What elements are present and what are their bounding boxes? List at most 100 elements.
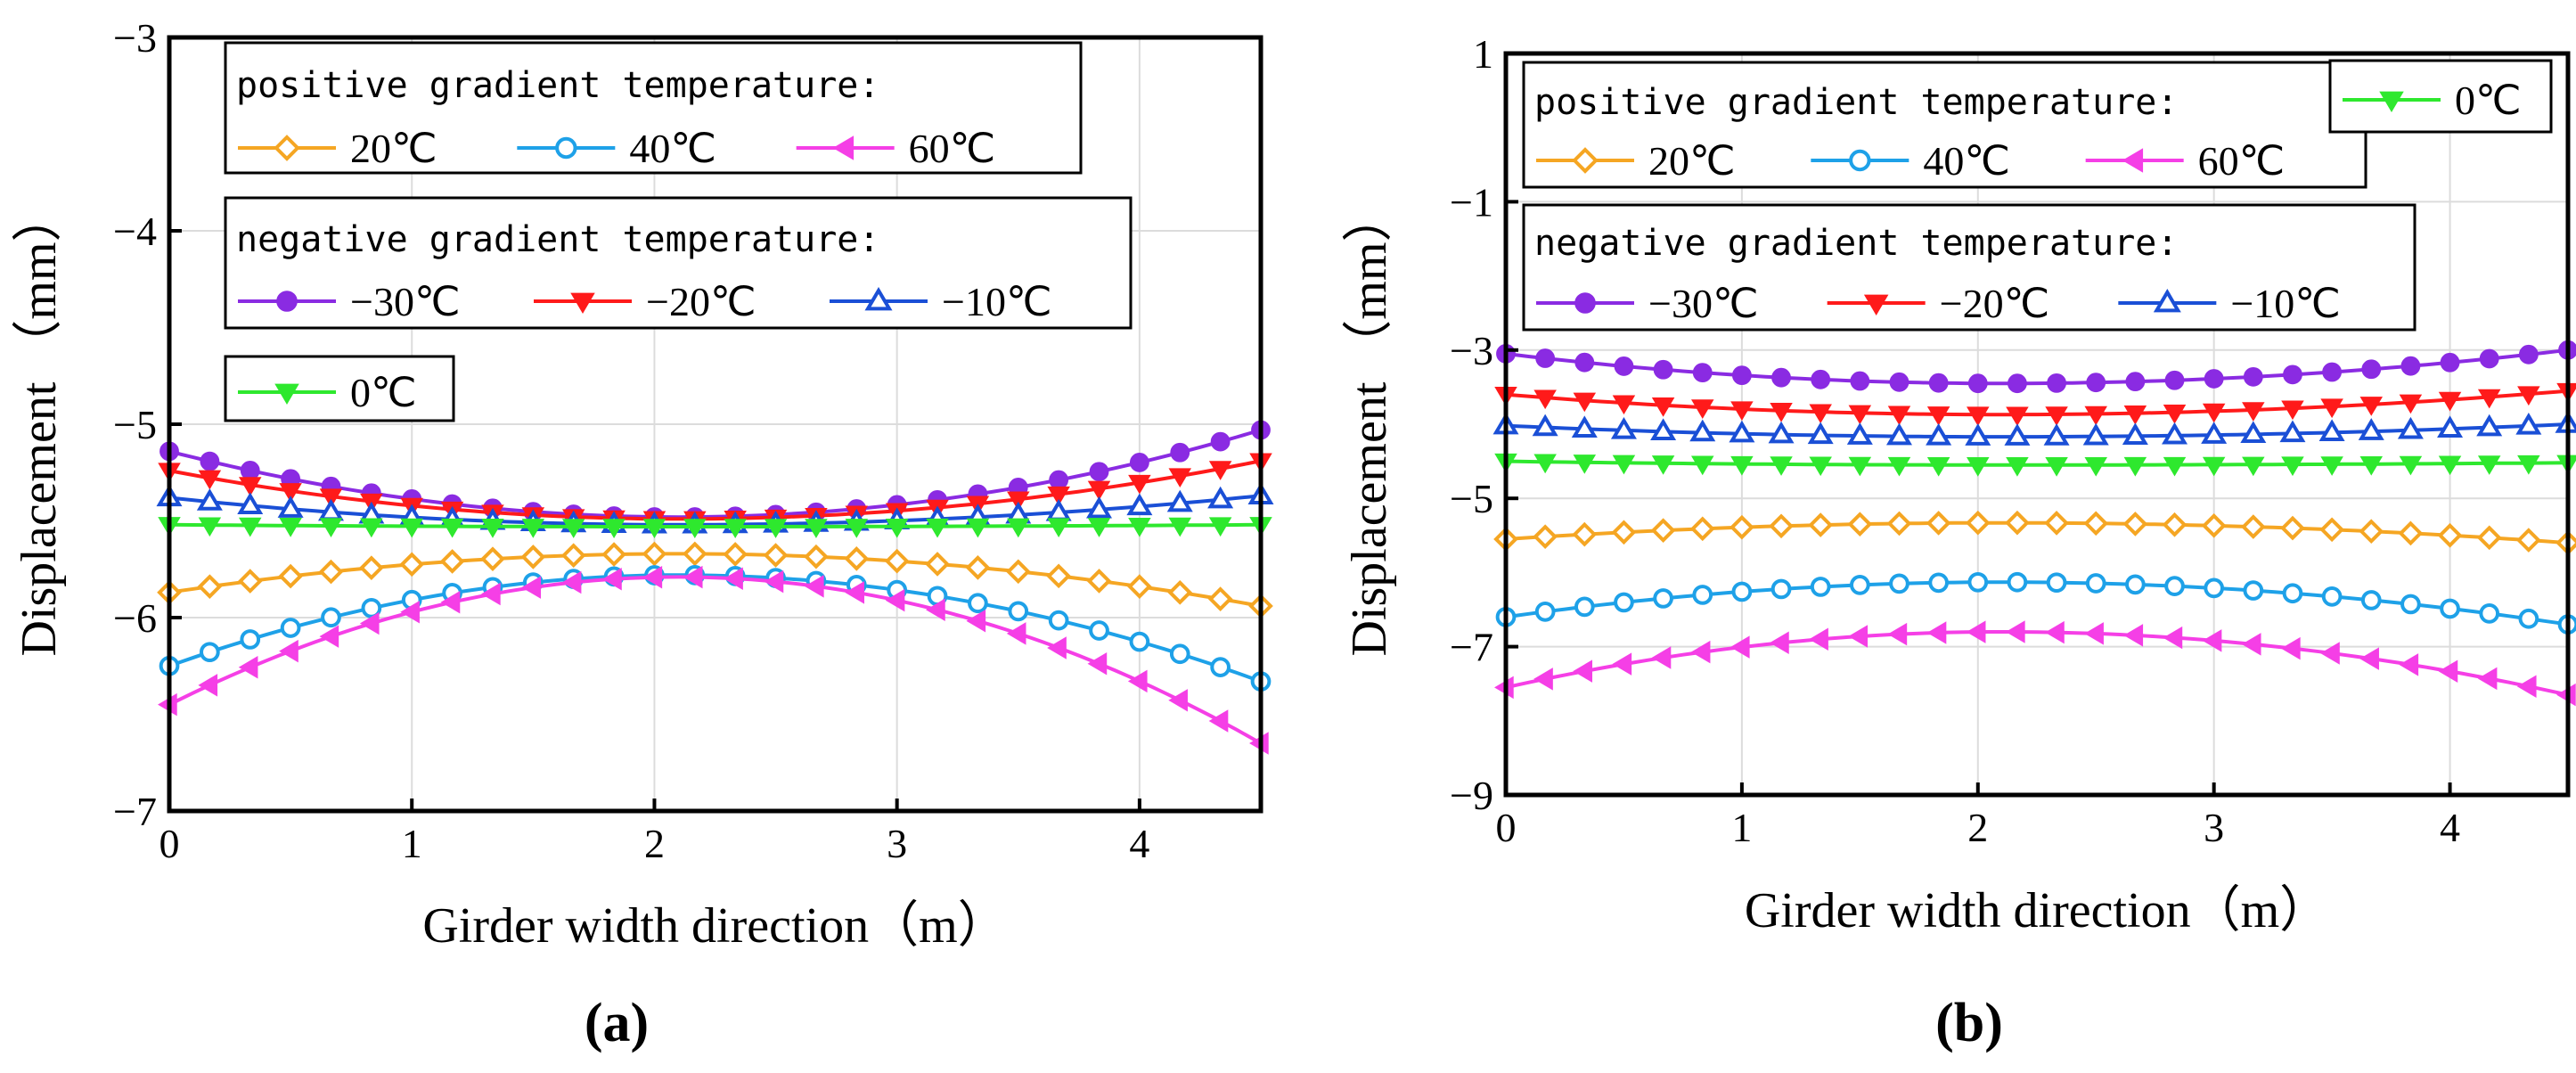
data-point — [1885, 422, 1912, 446]
legend-frame — [224, 196, 1133, 330]
data-point — [2084, 405, 2107, 426]
data-point — [602, 567, 622, 591]
data-point — [1129, 453, 1149, 472]
data-point — [520, 545, 546, 569]
y-tick-label: −3 — [1450, 328, 1493, 373]
data-point — [1850, 371, 1870, 391]
data-point — [1651, 397, 1675, 417]
series-line — [168, 522, 1262, 528]
data-point — [926, 518, 949, 538]
data-point — [1653, 359, 1673, 380]
data-point — [321, 607, 341, 628]
data-point — [1926, 422, 1952, 446]
data-point — [1168, 689, 1188, 712]
chart-panel-1: 0 1 2 3 4 −7 −6 −5 −4 −3 Girder width direction（m）… — [12, 15, 1274, 1053]
data-point — [1612, 395, 1636, 415]
legend-entry-label: 40℃ — [1923, 138, 2010, 184]
series-line — [1505, 389, 2569, 417]
data-point — [2319, 517, 2344, 543]
data-point — [1808, 512, 1834, 537]
series-0℃ — [1494, 453, 2576, 477]
data-point — [925, 552, 950, 577]
data-point — [2163, 456, 2187, 477]
data-point — [198, 674, 218, 697]
series-line — [168, 552, 1262, 608]
data-point — [2279, 420, 2306, 443]
data-point — [724, 567, 743, 590]
data-point — [1614, 592, 1634, 613]
series-40℃ — [1495, 571, 2576, 635]
legend-entry-label: −30℃ — [350, 279, 461, 324]
data-point — [2477, 455, 2501, 475]
data-point — [1926, 621, 1947, 644]
data-point — [1889, 573, 1910, 594]
data-point — [884, 548, 910, 574]
data-point — [2202, 403, 2226, 423]
data-point — [1768, 421, 1795, 444]
data-point — [440, 518, 464, 538]
data-point — [1689, 516, 1715, 542]
data-point — [601, 542, 626, 567]
legend-entry-label: 0℃ — [350, 370, 417, 415]
data-point — [965, 555, 991, 580]
series-line — [1505, 348, 2569, 386]
data-point — [1166, 489, 1193, 512]
y-tick-label: −7 — [113, 789, 157, 834]
data-point — [238, 517, 262, 537]
series-60℃ — [158, 565, 1269, 755]
x-tick-label: 0 — [1496, 805, 1517, 850]
data-point — [1089, 462, 1109, 482]
data-point — [319, 488, 343, 509]
data-point — [1008, 601, 1029, 622]
data-point — [1007, 491, 1030, 512]
data-point — [1086, 496, 1113, 519]
data-point — [279, 518, 302, 537]
data-point — [1086, 569, 1112, 594]
data-point — [521, 576, 542, 599]
data-point — [2204, 369, 2224, 389]
data-point — [2046, 572, 2067, 594]
data-point — [1967, 457, 1990, 477]
data-point — [238, 656, 258, 679]
legend-swatch-marker — [2122, 148, 2144, 173]
data-point — [683, 519, 707, 538]
data-point — [2007, 571, 2028, 593]
data-point — [2082, 422, 2109, 446]
data-point — [724, 519, 747, 538]
data-point — [2517, 455, 2540, 475]
data-point — [1573, 659, 1592, 683]
data-point — [2045, 457, 2068, 477]
series-−10℃ — [1492, 411, 2576, 446]
data-point — [240, 461, 260, 480]
data-point — [683, 565, 703, 589]
data-point — [2477, 667, 2498, 691]
legend-entry-label: 20℃ — [350, 126, 438, 171]
data-point — [1572, 521, 1598, 547]
data-point — [359, 611, 380, 635]
data-point — [2162, 512, 2188, 537]
data-point — [1965, 423, 1991, 446]
legend-title: positive gradient temperature: — [236, 65, 879, 106]
data-point — [1650, 418, 1677, 441]
data-point — [1168, 517, 1192, 537]
x-axis-label: Girder width direction（m） — [1745, 883, 2329, 938]
data-point — [200, 451, 220, 471]
legend-box: positive gradient temperature: 20℃ 40℃ 60℃ — [1522, 61, 2367, 189]
data-point — [1089, 620, 1109, 641]
legend-entry-label: −10℃ — [2230, 281, 2341, 326]
data-point — [966, 609, 986, 633]
data-point — [1207, 586, 1233, 611]
data-point — [2242, 456, 2265, 477]
data-point — [2125, 574, 2146, 595]
data-point — [279, 483, 302, 503]
legend-swatch-marker — [832, 135, 855, 160]
data-point — [2399, 394, 2423, 414]
data-point — [885, 588, 905, 612]
data-point — [2320, 642, 2340, 665]
data-point — [2320, 456, 2343, 476]
data-point — [1889, 372, 1910, 392]
data-point — [359, 555, 384, 581]
legend-box: negative gradient temperature: −30℃ −20℃ −1… — [224, 196, 1133, 330]
legend-frame — [224, 355, 455, 422]
data-point — [1848, 456, 1872, 477]
